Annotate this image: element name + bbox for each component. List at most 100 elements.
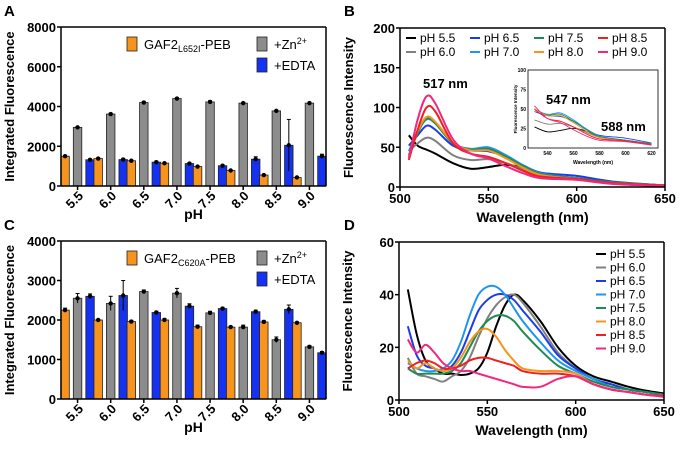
y-axis-label: Fluorescence Intensity (340, 250, 355, 392)
legend-swatch (256, 36, 268, 52)
y-tick-label: 0 (388, 180, 395, 195)
x-tick-label: 500 (389, 191, 411, 206)
y-tick-label: 1000 (27, 353, 56, 368)
y-tick-label: 6000 (27, 60, 56, 75)
bar-gaf (192, 166, 203, 187)
inset-y-tick-label: 50 (520, 107, 526, 113)
inset: 0 25 50 75 100 540 560 580 600 620 Wavelength (nm)… (513, 68, 659, 166)
inset-y-tick-label: 100 (518, 68, 527, 74)
data-point (129, 158, 134, 163)
bar-zn (205, 312, 215, 400)
data-point (274, 108, 279, 114)
bar-zn (238, 102, 248, 187)
data-point (162, 160, 167, 166)
y-tick-label: 60 (380, 235, 394, 250)
legend-label: pH 6.5 (484, 31, 520, 45)
bar-edta (251, 158, 261, 187)
data-point (75, 125, 80, 130)
data-point (228, 324, 233, 330)
x-tick-label: 7.0 (162, 401, 185, 424)
bar-edta (151, 312, 161, 400)
bar-gaf (226, 326, 236, 400)
x-tick-label: 6.0 (96, 188, 119, 211)
y-tick-label: 0 (49, 392, 56, 407)
bar-edta (217, 308, 228, 400)
y-tick-label: 4000 (27, 234, 56, 249)
bar-edta (284, 308, 294, 400)
panel-C: 5.5 6.0 6.5 7.0 7.5 8.0 8.5 9.0pH01000200030004… (2, 234, 327, 435)
bar-gaf (259, 321, 269, 400)
legend-label: GAF2C620A-PEB (144, 251, 236, 268)
y-tick-label: 2000 (27, 139, 56, 154)
legend-swatch (126, 36, 138, 52)
x-tick-label: 650 (654, 191, 676, 206)
series-line-ph-9-0 (406, 338, 665, 398)
bar-zn (304, 102, 315, 187)
bar-gaf (60, 155, 70, 187)
data-point (240, 324, 246, 330)
data-point (187, 161, 192, 166)
y-axis-label: Integrated Fluorescence (2, 245, 17, 395)
data-point (319, 350, 325, 355)
legend-label: pH 5.5 (420, 31, 456, 45)
data-point (95, 156, 101, 161)
bar-edta (118, 295, 128, 400)
data-point (286, 143, 292, 148)
panel-label-D: D (344, 217, 355, 234)
x-tick-label: 7.0 (162, 188, 185, 211)
x-tick-label: 5.5 (63, 401, 86, 424)
x-tick-label: 8.5 (261, 401, 284, 424)
inset-y-tick-label: 75 (520, 88, 526, 94)
bar-zn (304, 346, 315, 400)
inset-y-tick-label: 25 (520, 127, 526, 133)
x-axis-label: Wavelength (nm) (476, 209, 588, 225)
bar-zn (106, 303, 116, 400)
data-point (240, 100, 246, 106)
x-tick-label: 600 (566, 191, 588, 206)
data-point (195, 324, 200, 329)
data-point (228, 168, 233, 173)
bar-gaf (226, 170, 236, 187)
annotation-517: 517 nm (423, 76, 468, 91)
data-point (129, 319, 134, 324)
legend-label: pH 8.5 (610, 328, 646, 342)
data-point (174, 96, 180, 101)
x-tick-label: 5.5 (63, 188, 86, 211)
legend-label: pH 9.0 (612, 45, 648, 59)
bar-gaf (126, 160, 136, 187)
x-tick-label: 6.0 (96, 401, 119, 424)
inset-x-tick-label: 620 (647, 151, 656, 157)
inset-x-tick-label: 580 (595, 151, 604, 157)
data-point (154, 310, 159, 315)
bar-gaf (292, 322, 302, 400)
x-tick-label: 9.0 (295, 188, 318, 211)
data-point (307, 344, 312, 350)
y-tick-label: 40 (380, 288, 394, 303)
x-tick-label: 6.5 (129, 401, 152, 424)
x-tick-label: 650 (653, 404, 675, 419)
x-axis-label: Wavelength (nm) (475, 422, 587, 438)
data-point (319, 153, 325, 159)
x-tick-label: 550 (476, 404, 498, 419)
data-point (253, 156, 258, 162)
bar-zn (72, 126, 83, 187)
legend-label: pH 6.0 (610, 261, 646, 275)
data-point (195, 164, 200, 169)
inset-x-tick-label: 560 (569, 151, 578, 157)
series-line-ph-8-5 (407, 356, 665, 398)
legend-label: +Zn2+ (274, 250, 307, 266)
bar-edta (217, 165, 228, 187)
bar-zn (271, 110, 281, 187)
inset-frame (527, 69, 659, 149)
series-line-ph-9-0 (407, 94, 666, 188)
y-tick-label: 50 (381, 140, 395, 155)
legend-swatch (256, 57, 268, 73)
panel-label-B: B (344, 3, 355, 20)
data-point (162, 317, 167, 323)
x-tick-label: 8.0 (228, 188, 251, 211)
legend-swatch (256, 250, 268, 266)
annotation-588: 588 nm (601, 119, 646, 134)
legend-label: pH 6.5 (610, 274, 646, 288)
